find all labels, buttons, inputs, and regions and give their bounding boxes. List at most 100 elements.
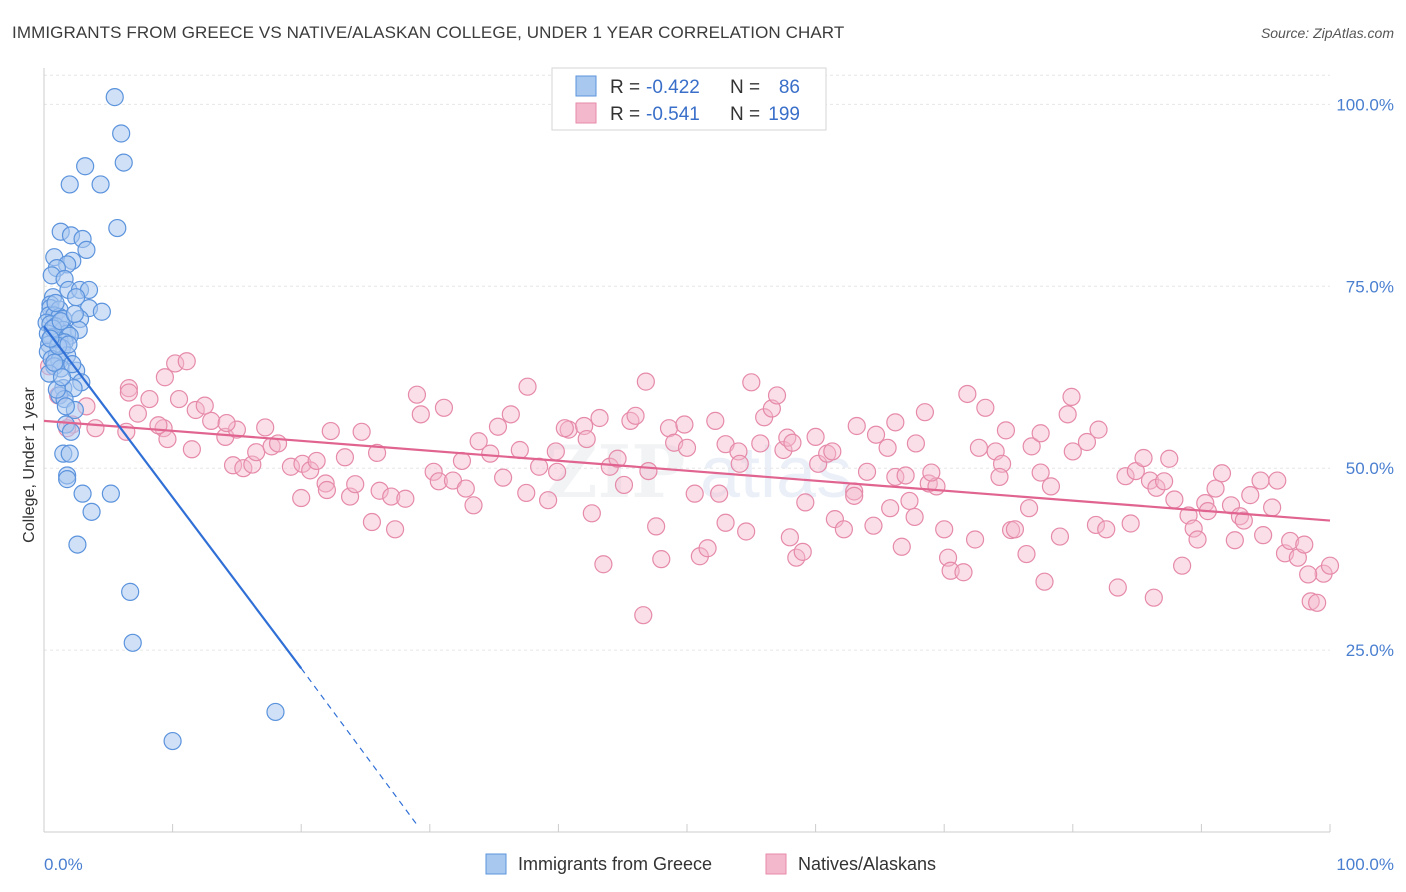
greece-point — [163, 731, 182, 751]
greece-point — [61, 422, 81, 441]
natives-point — [424, 462, 443, 481]
natives-point — [177, 352, 196, 371]
legend-n-value-1: 86 — [779, 77, 800, 98]
greece-point — [105, 88, 124, 107]
natives-point — [1058, 405, 1077, 424]
natives-point — [905, 507, 924, 527]
natives-point — [866, 425, 886, 444]
natives-point — [1254, 526, 1273, 545]
greece-point — [56, 397, 75, 416]
greece-point — [59, 335, 78, 354]
natives-point — [1206, 479, 1225, 498]
greece-point — [76, 157, 95, 176]
natives-point — [582, 504, 601, 523]
chart-title: IMMIGRANTS FROM GREECE VS NATIVE/ALASKAN… — [12, 23, 844, 42]
natives-point — [1005, 520, 1025, 539]
natives-point — [186, 400, 205, 420]
natives-point — [1022, 437, 1041, 456]
x-tick-labels: 0.0% 100.0% — [44, 855, 1394, 874]
greece-point — [266, 702, 285, 722]
natives-point — [1140, 471, 1160, 490]
natives-point — [594, 555, 613, 574]
natives-point — [155, 368, 174, 387]
natives-point — [494, 468, 513, 487]
natives-point — [385, 520, 405, 539]
natives-point — [1251, 471, 1270, 490]
natives-point — [154, 419, 173, 438]
natives-point — [481, 444, 500, 463]
natives-point — [488, 417, 508, 436]
natives-point — [639, 462, 658, 481]
natives-point — [202, 411, 221, 430]
natives-point — [954, 563, 973, 582]
natives-point — [677, 438, 697, 457]
greece-point — [51, 312, 70, 331]
natives-point — [958, 384, 977, 404]
natives-point — [825, 510, 844, 529]
natives-point — [128, 404, 147, 423]
greece-point — [60, 444, 79, 463]
natives-point — [1077, 432, 1097, 452]
natives-point — [434, 398, 454, 417]
natives-point — [1173, 556, 1192, 575]
natives-point — [636, 372, 655, 391]
legend-swatch-pink — [575, 102, 597, 124]
natives-point — [1241, 486, 1260, 505]
natives-trend-line — [43, 419, 1331, 522]
greece-point — [108, 218, 127, 238]
natives-point — [217, 413, 236, 433]
greece-trend-line — [43, 325, 303, 669]
natives-point — [166, 354, 185, 373]
legend-box — [551, 67, 827, 131]
natives-point — [407, 385, 427, 404]
natives-point — [857, 462, 877, 481]
natives-point — [906, 434, 926, 453]
natives-point — [1017, 544, 1036, 564]
series-label-greece: Immigrants from Greece — [518, 854, 712, 874]
greece-point — [114, 153, 133, 172]
natives-point — [614, 475, 634, 495]
natives-point — [675, 415, 694, 434]
natives-point — [1299, 565, 1318, 584]
natives-point — [737, 522, 756, 541]
natives-point — [464, 496, 483, 515]
natives-point — [281, 457, 301, 476]
watermark-zip: ZIP — [545, 429, 685, 514]
natives-point — [1188, 530, 1207, 549]
natives-point — [1268, 471, 1287, 490]
legend-n-value-2: 199 — [768, 104, 800, 125]
natives-point — [1089, 420, 1108, 439]
legend-n-label-2: N = — [730, 104, 760, 125]
natives-point — [742, 373, 761, 392]
greece-point — [92, 302, 111, 321]
natives-point — [86, 419, 105, 438]
natives-point — [922, 463, 941, 482]
greece-point — [112, 124, 131, 143]
natives-point — [915, 403, 935, 422]
greece-point — [77, 240, 96, 260]
y-tick-label: 100.0% — [1336, 95, 1394, 114]
natives-point — [969, 438, 989, 457]
y-tick-label: 50.0% — [1346, 459, 1394, 478]
greece-point — [46, 293, 65, 313]
greece-point — [73, 484, 92, 503]
natives-point — [546, 442, 565, 461]
natives-point — [518, 377, 537, 396]
correlation-legend: R = -0.422 N = 86 R = -0.541 N = 199 — [551, 67, 827, 131]
series-swatch-natives — [765, 853, 787, 875]
natives-point — [335, 448, 355, 467]
natives-point — [346, 475, 365, 494]
greece-point — [60, 175, 79, 194]
natives-point — [1165, 490, 1184, 509]
chart-source: Source: ZipAtlas.com — [1261, 25, 1394, 41]
natives-point — [834, 520, 853, 539]
natives-point — [935, 520, 954, 539]
natives-point — [845, 486, 864, 505]
natives-point — [965, 530, 985, 549]
natives-point — [647, 517, 666, 536]
natives-point — [182, 440, 201, 459]
natives-point — [806, 427, 825, 447]
natives-point — [634, 606, 653, 625]
greece-point — [121, 582, 140, 601]
